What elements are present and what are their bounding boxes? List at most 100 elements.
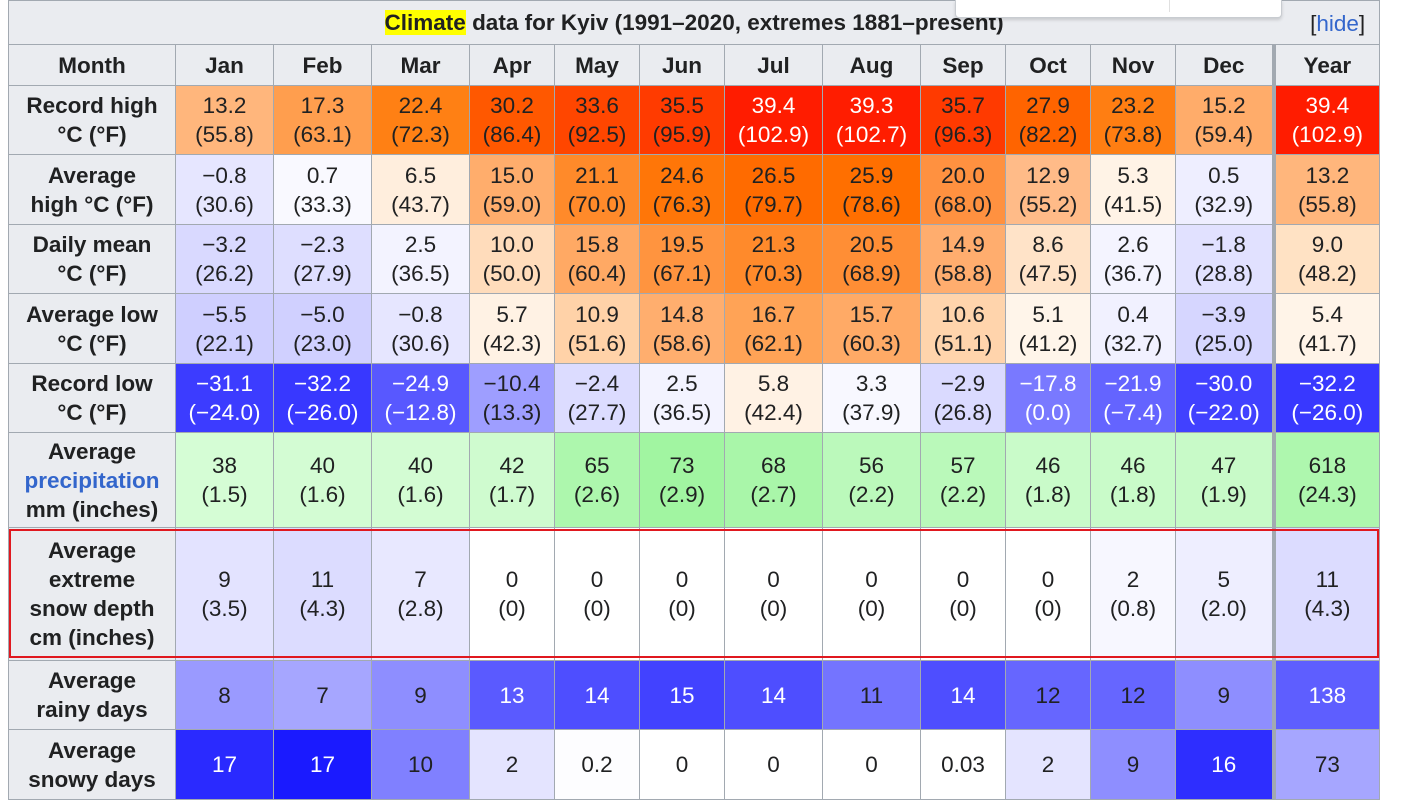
cell-secondary: (96.3) bbox=[933, 122, 993, 147]
cell-value: 39.3 bbox=[849, 93, 894, 118]
cell-value: 12 bbox=[1120, 682, 1146, 708]
month-cell-nov: 12 bbox=[1090, 660, 1176, 730]
cell-value: 46 bbox=[1035, 453, 1061, 478]
cell-secondary: (47.5) bbox=[1018, 261, 1078, 286]
cell-secondary: (22.1) bbox=[195, 330, 254, 356]
cell-secondary: (−22.0) bbox=[1187, 400, 1260, 425]
cell-value: −2.4 bbox=[574, 371, 620, 396]
cell-value: −0.8 bbox=[398, 301, 443, 327]
row-snowy-days: Average snowy days 17 17 10 2 0.2 0 0 0 0.03 2 9 16 7… bbox=[8, 729, 1381, 800]
cell-secondary: (102.7) bbox=[835, 122, 908, 147]
month-cell-jun: 14.8 (58.6) bbox=[639, 293, 725, 364]
month-cell-jun: 0 (0) bbox=[639, 527, 725, 661]
month-cell-sep: 14 bbox=[920, 660, 1006, 730]
cell-value: 20.0 bbox=[941, 162, 985, 188]
row-average-high: Average high °C (°F) −0.8 (30.6) 0.7 (33.3) 6… bbox=[8, 154, 1381, 225]
month-header-oct: Oct bbox=[1005, 44, 1091, 86]
cell-value: −10.4 bbox=[483, 371, 541, 396]
cell-secondary: (27.7) bbox=[567, 400, 627, 425]
cell-secondary: (50.0) bbox=[482, 261, 542, 286]
cell-secondary: (92.5) bbox=[567, 122, 627, 147]
month-cell-may: 0 (0) bbox=[554, 527, 640, 661]
month-header-sep: Sep bbox=[920, 44, 1006, 86]
month-cell-jun: 35.5 (95.9) bbox=[639, 85, 725, 155]
cell-value: 14 bbox=[950, 682, 976, 708]
month-cell-feb: −2.3 (27.9) bbox=[273, 224, 372, 294]
year-cell: 13.2 (55.8) bbox=[1271, 154, 1381, 225]
cell-value: −17.8 bbox=[1019, 371, 1077, 396]
month-cell-may: 0.2 bbox=[554, 729, 640, 800]
cell-secondary: (1.6) bbox=[299, 482, 346, 507]
month-cell-may: 15.8 (60.4) bbox=[554, 224, 640, 294]
cell-secondary: (62.1) bbox=[744, 330, 803, 356]
month-cell-aug: 39.3 (102.7) bbox=[822, 85, 921, 155]
cell-secondary: (13.3) bbox=[482, 400, 542, 425]
cell-secondary: (70.3) bbox=[744, 261, 803, 286]
cell-secondary: (60.4) bbox=[567, 261, 627, 286]
month-cell-apr: 13 bbox=[469, 660, 555, 730]
cell-secondary: (1.5) bbox=[201, 482, 248, 507]
cell-value: 13 bbox=[499, 682, 525, 708]
month-cell-oct: 27.9 (82.2) bbox=[1005, 85, 1091, 155]
cell-value: 35.7 bbox=[941, 93, 985, 118]
cell-secondary: (2.6) bbox=[573, 482, 621, 507]
month-cell-apr: 2 bbox=[469, 729, 555, 800]
month-cell-nov: 0.4 (32.7) bbox=[1090, 293, 1176, 364]
label-line: Average bbox=[48, 438, 136, 464]
month-cell-nov: 2 (0.8) bbox=[1090, 527, 1176, 661]
cell-secondary: (55.2) bbox=[1018, 191, 1078, 217]
cell-value: 25.9 bbox=[849, 162, 894, 188]
month-cell-sep: 57 (2.2) bbox=[920, 432, 1006, 528]
row-average-low: Average low °C (°F) −5.5 (22.1) −5.0 (23.0) −… bbox=[8, 293, 1381, 364]
label-line: cm (inches) bbox=[29, 625, 155, 650]
cell-value: 5.3 bbox=[1117, 162, 1149, 188]
cell-value: 6.5 bbox=[404, 162, 437, 188]
cell-value: 38 bbox=[211, 453, 238, 478]
month-cell-feb: 0.7 (33.3) bbox=[273, 154, 372, 225]
cell-value: 24.6 bbox=[660, 162, 704, 188]
cell-value: 5 bbox=[1217, 567, 1230, 592]
year-cell: 5.4 (41.7) bbox=[1271, 293, 1381, 364]
cell-secondary: (36.5) bbox=[652, 400, 712, 425]
cell-value: 0.5 bbox=[1208, 162, 1240, 188]
month-cell-feb: 7 bbox=[273, 660, 372, 730]
month-cell-apr: 15.0 (59.0) bbox=[469, 154, 555, 225]
label-line: °C (°F) bbox=[57, 330, 127, 356]
precipitation-link[interactable]: precipitation bbox=[24, 467, 160, 493]
month-cell-dec: −30.0 (−22.0) bbox=[1175, 363, 1274, 433]
cell-value: 17.3 bbox=[300, 93, 345, 118]
cell-secondary: (70.0) bbox=[567, 191, 627, 217]
cell-value: 23.2 bbox=[1111, 93, 1155, 118]
month-cell-jun: 19.5 (67.1) bbox=[639, 224, 725, 294]
cell-value: 39.4 bbox=[1305, 93, 1350, 118]
cell-value: 68 bbox=[760, 453, 787, 478]
month-cell-oct: 5.1 (41.2) bbox=[1005, 293, 1091, 364]
row-label-record-high: Record high °C (°F) bbox=[8, 85, 176, 155]
cell-secondary: (−7.4) bbox=[1103, 400, 1163, 425]
cell-secondary: (0) bbox=[498, 596, 526, 621]
cell-value: 15.2 bbox=[1201, 93, 1246, 118]
cell-value: −2.9 bbox=[940, 371, 986, 396]
cell-value: 0 bbox=[767, 567, 780, 592]
hide-link[interactable]: hide bbox=[1316, 11, 1359, 36]
month-cell-feb: 40 (1.6) bbox=[273, 432, 372, 528]
cell-value: 2.5 bbox=[666, 371, 698, 396]
month-cell-oct: 2 bbox=[1005, 729, 1091, 800]
cell-value: 46 bbox=[1120, 453, 1146, 478]
cell-value: 16.7 bbox=[751, 301, 796, 327]
month-cell-aug: 25.9 (78.6) bbox=[822, 154, 921, 225]
cell-value: 9 bbox=[414, 682, 427, 708]
month-header-may: May bbox=[554, 44, 640, 86]
cell-secondary: (72.3) bbox=[391, 122, 450, 147]
month-cell-mar: 9 bbox=[371, 660, 470, 730]
cell-value: 138 bbox=[1308, 682, 1347, 708]
cell-value: 2 bbox=[1041, 752, 1055, 777]
cell-secondary: (24.3) bbox=[1297, 482, 1357, 507]
cell-value: 47 bbox=[1211, 453, 1237, 478]
bracket-open: [ bbox=[1310, 11, 1317, 36]
cell-value: −0.8 bbox=[202, 162, 247, 188]
month-cell-aug: 15.7 (60.3) bbox=[822, 293, 921, 364]
month-cell-dec: 0.5 (32.9) bbox=[1175, 154, 1274, 225]
cell-secondary: (79.7) bbox=[744, 191, 803, 217]
month-cell-jul: 21.3 (70.3) bbox=[724, 224, 823, 294]
